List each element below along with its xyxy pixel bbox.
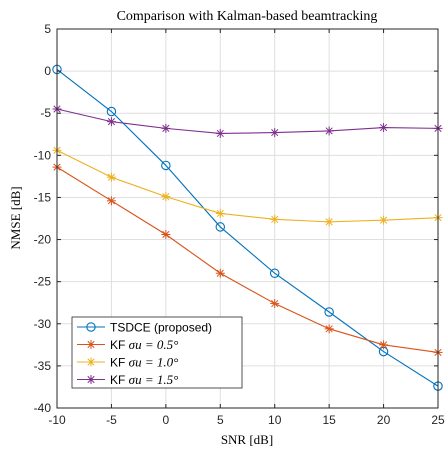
legend-label: KF σu = 1.0° [110, 355, 178, 370]
y-tick-label: -15 [34, 190, 52, 204]
y-tick-label: -35 [34, 359, 52, 373]
data-point [324, 324, 334, 334]
data-point [379, 123, 389, 133]
y-tick-label: -20 [34, 233, 52, 247]
series-1 [52, 64, 443, 391]
legend-label: TSDCE (proposed) [110, 321, 212, 335]
data-point [270, 299, 280, 309]
data-point [215, 222, 226, 232]
x-axis-label: SNR [dB] [221, 432, 273, 447]
axis-ticks [56, 28, 439, 409]
series-layer [52, 64, 443, 391]
data-point [161, 192, 171, 202]
legend-marker [86, 375, 96, 384]
y-tick-label: 0 [44, 64, 51, 78]
data-point [269, 268, 280, 278]
x-tick-label: 20 [377, 413, 391, 427]
series-4 [52, 104, 443, 138]
data-point [161, 230, 171, 240]
series-3 [52, 145, 443, 227]
legend-marker [86, 322, 96, 332]
legend-label: KF σu = 0.5° [110, 337, 178, 352]
y-tick-label: 5 [44, 22, 51, 36]
data-point [270, 214, 280, 224]
tick-labels: -10 -5 0 5 10 15 20 25 5 0 -5 -10 -15 -20 -25 -30 -35 -40 [34, 22, 445, 427]
data-point [106, 106, 117, 117]
legend-entry: TSDCE (proposed) [77, 321, 212, 335]
legend-marker [86, 357, 96, 367]
y-tick-label: -10 [34, 148, 52, 162]
data-point [106, 117, 116, 127]
x-tick-label: -5 [106, 413, 117, 427]
x-tick-label: 25 [431, 413, 445, 427]
x-tick-label: 5 [217, 413, 224, 427]
data-point [324, 126, 334, 136]
series-line [56, 149, 439, 223]
data-point [270, 128, 280, 138]
data-point [106, 172, 116, 182]
data-point [161, 160, 171, 171]
data-point [324, 307, 334, 317]
chart-title: Comparison with Kalman-based beamtrackin… [117, 9, 378, 24]
data-point [106, 196, 116, 206]
legend-box [71, 316, 243, 389]
y-axis-label: NMSE [dB] [8, 186, 23, 249]
data-point [379, 215, 389, 225]
data-point [215, 208, 225, 218]
legend-entry: KF σu = 1.0° [77, 355, 178, 370]
y-tick-label: -30 [34, 317, 52, 331]
y-tick-label: -5 [40, 106, 51, 120]
legend-marker [86, 340, 96, 349]
data-point [215, 268, 225, 278]
plot-frame [56, 28, 439, 409]
x-tick-label: 0 [163, 413, 170, 427]
y-tick-label: -40 [34, 401, 52, 415]
x-tick-label: 10 [268, 413, 282, 427]
data-point [161, 123, 171, 133]
y-tick-label: -25 [34, 275, 52, 289]
series-line [56, 166, 439, 353]
x-tick-label: 15 [322, 413, 336, 427]
legend-entry: KF σu = 0.5° [77, 337, 178, 352]
legend: TSDCE (proposed) KF σu = 0.5° KF σu = 1.0°… [71, 316, 243, 389]
legend-label: KF σu = 1.5° [110, 372, 178, 387]
legend-entry: KF σu = 1.5° [77, 372, 178, 387]
series-line [56, 68, 439, 387]
series-line [56, 108, 439, 134]
data-point [215, 128, 225, 138]
data-point [379, 340, 389, 350]
x-tick-label: -10 [48, 413, 66, 427]
data-point [324, 217, 334, 227]
grid [57, 29, 438, 408]
